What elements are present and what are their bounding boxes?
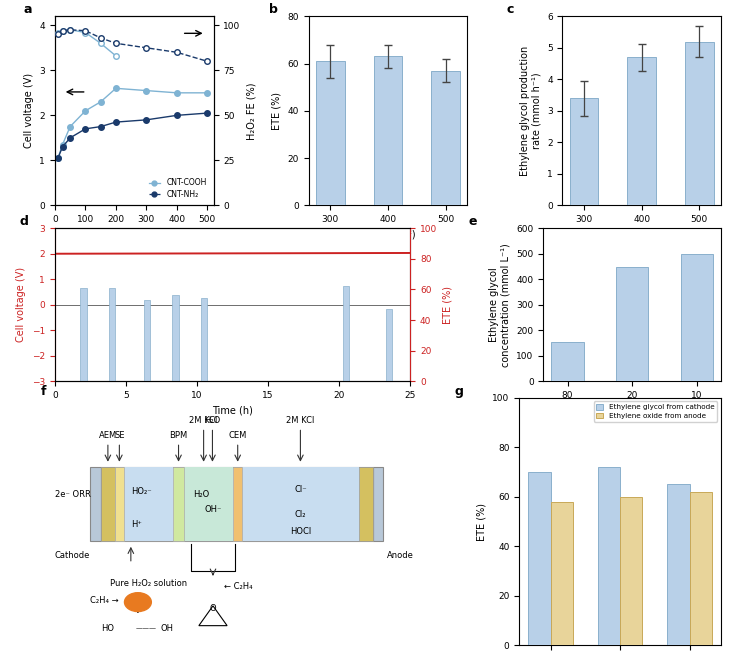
Y-axis label: ETE (%): ETE (%) [443, 286, 452, 324]
Bar [173, 295, 179, 381]
Y-axis label: ETE (%): ETE (%) [477, 503, 487, 541]
Text: Anode: Anode [387, 552, 414, 560]
X-axis label: j (mA cm⁻²): j (mA cm⁻²) [359, 230, 417, 240]
Bar [108, 288, 115, 381]
Legend: CNT-COOH, CNT-NH₂: CNT-COOH, CNT-NH₂ [146, 175, 209, 201]
Y-axis label: Cell voltage (V): Cell voltage (V) [16, 267, 26, 342]
FancyBboxPatch shape [173, 467, 184, 541]
Y-axis label: Cell voltage (V): Cell voltage (V) [24, 73, 34, 149]
FancyBboxPatch shape [115, 467, 124, 541]
Text: a: a [23, 3, 31, 16]
FancyBboxPatch shape [373, 467, 384, 541]
Bar [343, 286, 349, 381]
X-axis label: Flow rate (ml h⁻¹): Flow rate (ml h⁻¹) [589, 406, 676, 416]
Text: BPM: BPM [169, 431, 187, 440]
Text: d: d [19, 215, 29, 228]
Bar [627, 57, 656, 205]
X-axis label: Time (h): Time (h) [212, 406, 253, 416]
Text: OH⁻: OH⁻ [205, 505, 223, 514]
FancyBboxPatch shape [101, 467, 115, 541]
Circle shape [124, 593, 152, 612]
FancyBboxPatch shape [124, 467, 173, 541]
Text: b: b [269, 3, 278, 16]
Text: Pure H₂O₂ solution: Pure H₂O₂ solution [110, 578, 187, 587]
Bar [569, 98, 599, 205]
FancyBboxPatch shape [234, 467, 242, 541]
Bar [529, 472, 550, 645]
Text: e: e [468, 215, 477, 228]
Text: AEM: AEM [99, 431, 117, 440]
Bar [80, 288, 86, 381]
Bar [616, 267, 649, 381]
Bar [144, 300, 151, 381]
Text: H⁺: H⁺ [131, 520, 141, 529]
Y-axis label: Ethylene glycol production
rate (mmol h⁻¹): Ethylene glycol production rate (mmol h⁻… [520, 46, 542, 176]
Bar [690, 492, 712, 645]
FancyBboxPatch shape [184, 467, 234, 541]
Bar [551, 342, 583, 381]
Text: H₂O: H₂O [193, 490, 209, 499]
FancyBboxPatch shape [101, 467, 373, 541]
Bar [373, 57, 403, 205]
X-axis label: j (mA cm⁻²): j (mA cm⁻²) [106, 230, 163, 240]
Text: 2M KCl: 2M KCl [190, 416, 218, 425]
Text: 2M KCl: 2M KCl [286, 416, 315, 425]
Text: Cl₂: Cl₂ [295, 510, 306, 519]
Bar [414, 310, 420, 381]
Bar [386, 308, 392, 381]
Bar [431, 70, 460, 205]
Bar [316, 61, 345, 205]
Bar [620, 497, 643, 645]
Y-axis label: H₂O₂ FE (%): H₂O₂ FE (%) [246, 82, 256, 140]
FancyBboxPatch shape [90, 467, 101, 541]
Y-axis label: Ethylene glycol
concentration (mmol L⁻¹): Ethylene glycol concentration (mmol L⁻¹) [489, 243, 511, 366]
Text: HO: HO [101, 623, 113, 632]
Text: c: c [507, 3, 515, 16]
Bar [685, 42, 714, 205]
Text: SE: SE [114, 431, 124, 440]
Bar [201, 298, 207, 381]
Text: Cathode: Cathode [55, 552, 90, 560]
Y-axis label: ETE (%): ETE (%) [272, 92, 282, 130]
Text: OH: OH [161, 623, 174, 632]
Bar [550, 502, 573, 645]
Bar [598, 467, 620, 645]
Text: f: f [41, 385, 46, 398]
FancyBboxPatch shape [359, 467, 373, 541]
Text: HOCl: HOCl [290, 527, 311, 536]
FancyBboxPatch shape [242, 467, 359, 541]
Text: 2e⁻ ORR: 2e⁻ ORR [55, 490, 91, 499]
Text: Cl⁻: Cl⁻ [294, 485, 307, 494]
Text: ———: ——— [136, 625, 157, 631]
Text: C₂H₄ →: C₂H₄ → [90, 597, 119, 606]
Legend: Ethylene glycol from cathode, Ethylene oxide from anode: Ethylene glycol from cathode, Ethylene o… [594, 402, 717, 422]
X-axis label: j (mA cm⁻²): j (mA cm⁻²) [613, 230, 670, 240]
Text: O: O [209, 604, 216, 613]
Text: ← C₂H₄: ← C₂H₄ [223, 582, 253, 591]
Bar [681, 254, 713, 381]
Text: HO₂⁻: HO₂⁻ [131, 487, 152, 496]
Bar [668, 484, 690, 645]
Text: H₂O: H₂O [204, 416, 220, 425]
Text: CEM: CEM [228, 431, 247, 440]
Text: g: g [455, 385, 463, 398]
